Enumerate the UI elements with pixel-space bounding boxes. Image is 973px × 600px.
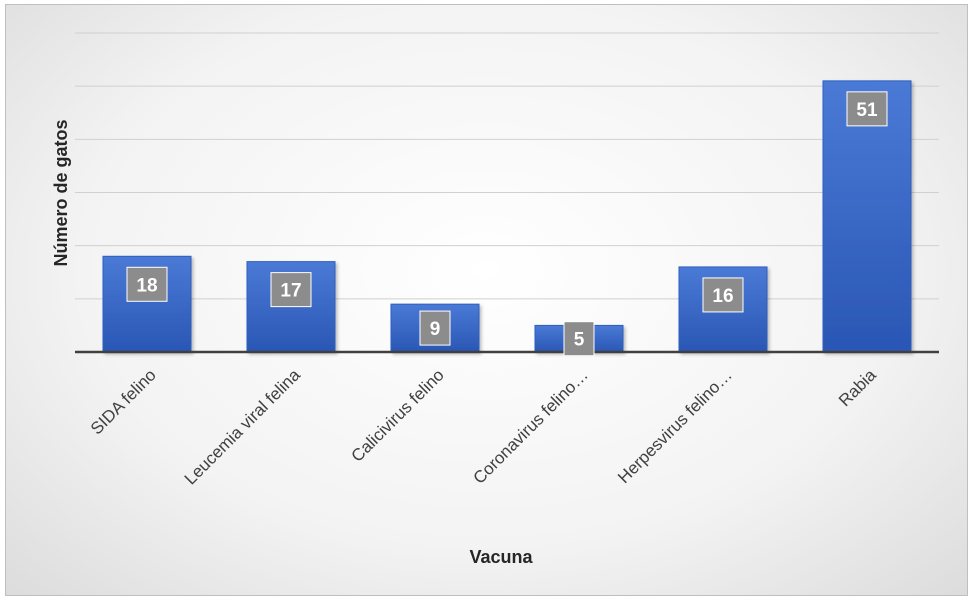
data-label-4: 16 xyxy=(712,286,733,307)
y-axis-title: Número de gatos xyxy=(51,119,71,266)
data-label-box-2 xyxy=(419,310,451,346)
data-label-box-5 xyxy=(846,91,888,127)
gridlines xyxy=(75,32,939,300)
data-label-2: 9 xyxy=(430,319,441,340)
data-label-1: 17 xyxy=(280,281,301,302)
x-tick-label-2: Calicivirus felino xyxy=(348,365,448,465)
x-tick-label-4: Herpesvirus felino… xyxy=(614,365,736,487)
data-labels: 18 17 9 5 16 51 xyxy=(126,91,888,357)
data-label-5: 51 xyxy=(856,100,878,121)
x-tick-label-3: Coronavirus felino… xyxy=(469,365,591,487)
data-label-box-0 xyxy=(126,266,168,302)
chart-frame: 18 17 9 5 16 51 SIDA felino Leucemia viral fel… xyxy=(5,4,968,596)
data-label-box-1 xyxy=(270,272,312,308)
x-tick-label-1: Leucemia viral felina xyxy=(181,365,304,488)
data-label-box-4 xyxy=(702,277,744,313)
x-tick-label-0: SIDA felino xyxy=(87,365,160,438)
data-label-3: 5 xyxy=(574,330,585,351)
data-label-0: 18 xyxy=(136,275,157,296)
x-axis-title: Vacuna xyxy=(469,547,533,567)
x-tick-label-5: Rabia xyxy=(835,365,880,410)
bar-chart: 18 17 9 5 16 51 SIDA felino Leucemia viral fel… xyxy=(51,32,939,567)
data-label-box-3 xyxy=(563,321,595,357)
bars xyxy=(102,80,912,353)
x-tick-labels: SIDA felino Leucemia viral felina Calicivi… xyxy=(87,365,880,488)
